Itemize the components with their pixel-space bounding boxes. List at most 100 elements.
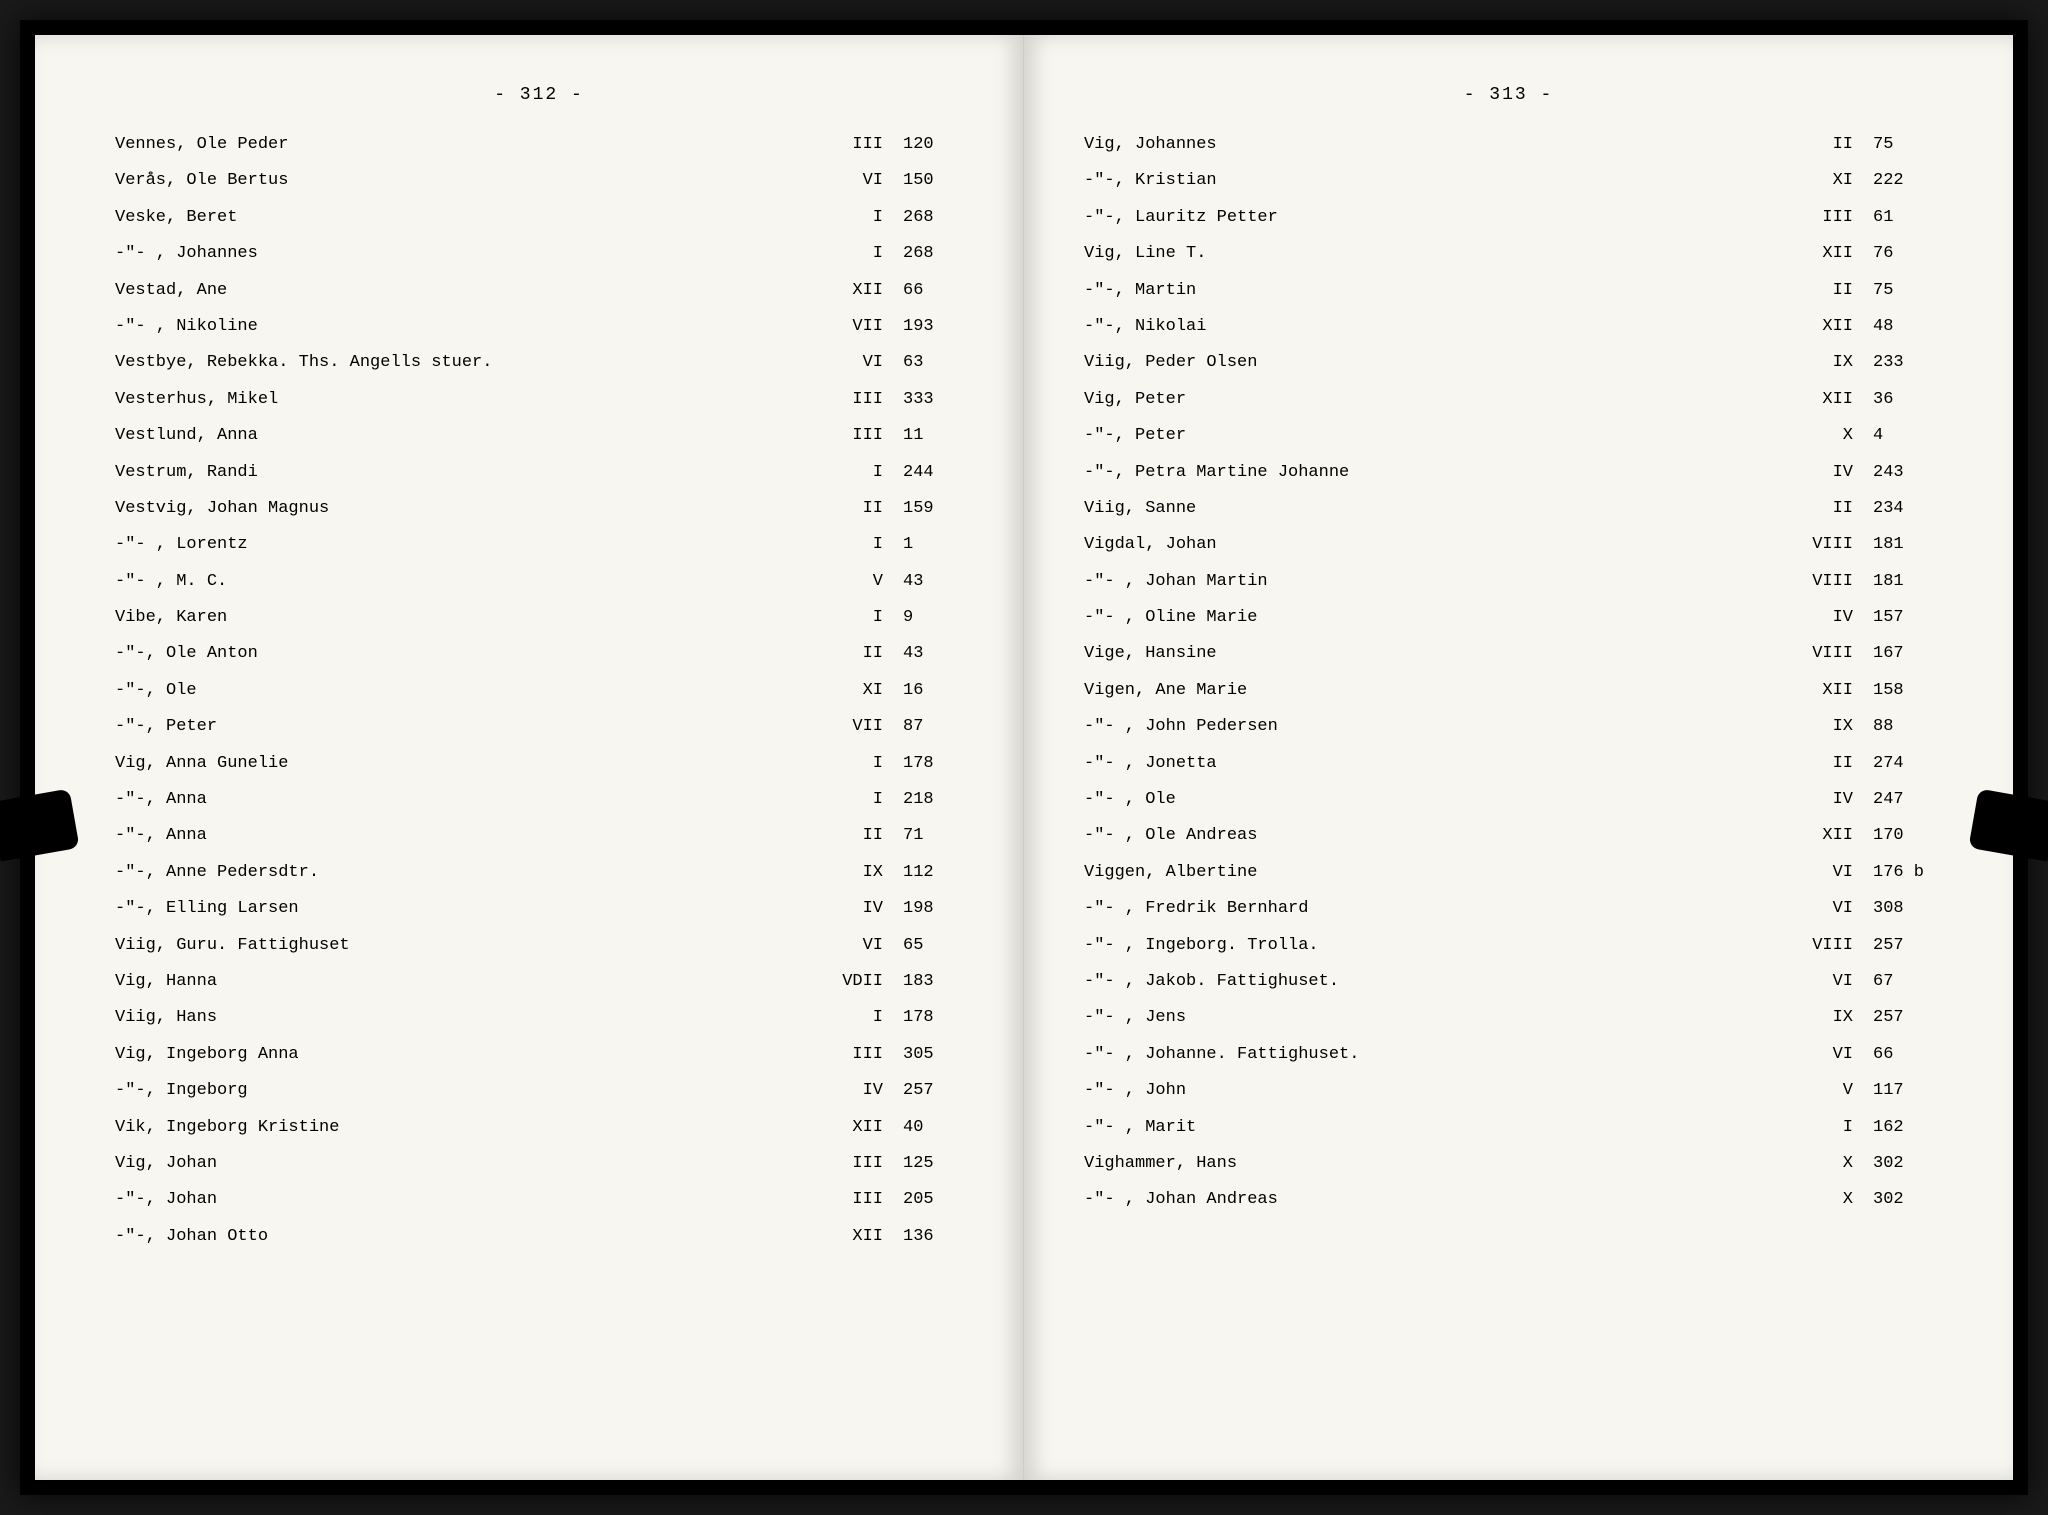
index-entry: -"-, KristianXI222: [1084, 171, 1933, 191]
entry-number: 302: [1873, 1154, 1933, 1174]
entry-volume: I: [823, 208, 903, 228]
entry-name: Vestlund, Anna: [115, 426, 823, 446]
entry-volume: II: [823, 644, 903, 664]
entry-volume: IV: [823, 899, 903, 919]
index-entry: -"-, NikolaiXII48: [1084, 317, 1933, 337]
entry-volume: II: [1793, 135, 1873, 155]
entry-number: 170: [1873, 826, 1933, 846]
entry-number: 234: [1873, 499, 1933, 519]
entry-number: 274: [1873, 754, 1933, 774]
entry-name: Viig, Hans: [115, 1008, 823, 1028]
entry-name: Vige, Hansine: [1084, 644, 1793, 664]
entry-volume: XII: [823, 1227, 903, 1247]
entry-name: -"- , Johannes: [115, 244, 823, 264]
entry-number: 158: [1873, 681, 1933, 701]
index-entry: Vestvig, Johan MagnusII159: [115, 499, 963, 519]
entry-volume: III: [823, 1190, 903, 1210]
index-entry: Vig, Anna GunelieI178: [115, 754, 963, 774]
index-entry: -"- , LorentzI1: [115, 535, 963, 555]
index-entry: -"- , John PedersenIX88: [1084, 717, 1933, 737]
entry-number: 218: [903, 790, 963, 810]
index-entry: -"-, AnnaII71: [115, 826, 963, 846]
entry-volume: VI: [1793, 863, 1873, 883]
entry-number: 176 b: [1873, 863, 1933, 883]
entry-volume: VIII: [1793, 535, 1873, 555]
index-entry: -"- , Jakob. Fattighuset.VI67: [1084, 972, 1933, 992]
index-entry: -"-, Johan OttoXII136: [115, 1227, 963, 1247]
index-entry: Viig, Guru. FattighusetVI65: [115, 936, 963, 956]
entry-name: -"- , Oline Marie: [1084, 608, 1793, 628]
index-entry: Vesterhus, MikelIII333: [115, 390, 963, 410]
entry-name: Viig, Peder Olsen: [1084, 353, 1793, 373]
index-entry: -"- , M. C.V43: [115, 572, 963, 592]
index-entry: Vige, HansineVIII167: [1084, 644, 1933, 664]
entry-name: -"- , Lorentz: [115, 535, 823, 555]
index-entry: -"- , OleIV247: [1084, 790, 1933, 810]
entry-name: Viggen, Albertine: [1084, 863, 1793, 883]
entry-name: Vig, Line T.: [1084, 244, 1793, 264]
entry-name: Vennes, Ole Peder: [115, 135, 823, 155]
entry-volume: III: [823, 1045, 903, 1065]
entry-volume: XII: [823, 281, 903, 301]
entry-volume: IV: [1793, 608, 1873, 628]
entry-volume: VIII: [1793, 644, 1873, 664]
index-entry: -"- , Johanne. Fattighuset.VI66: [1084, 1045, 1933, 1065]
entry-name: -"-, Ingeborg: [115, 1081, 823, 1101]
index-entry: Vig, JohanIII125: [115, 1154, 963, 1174]
entry-volume: VI: [1793, 899, 1873, 919]
entry-volume: V: [1793, 1081, 1873, 1101]
index-entry: -"-, JohanIII205: [115, 1190, 963, 1210]
index-entry: Vighammer, HansX302: [1084, 1154, 1933, 1174]
entry-name: -"- , Johanne. Fattighuset.: [1084, 1045, 1793, 1065]
entry-name: Vestvig, Johan Magnus: [115, 499, 823, 519]
entry-number: 305: [903, 1045, 963, 1065]
entry-number: 183: [903, 972, 963, 992]
entry-number: 112: [903, 863, 963, 883]
index-entry: -"-, Ole AntonII43: [115, 644, 963, 664]
entry-number: 247: [1873, 790, 1933, 810]
entry-volume: II: [1793, 281, 1873, 301]
index-entry: -"- , NikolineVII193: [115, 317, 963, 337]
entry-volume: IV: [823, 1081, 903, 1101]
entry-number: 157: [1873, 608, 1933, 628]
entry-volume: III: [823, 390, 903, 410]
entry-volume: II: [823, 826, 903, 846]
index-entry: Vig, HannaVDII183: [115, 972, 963, 992]
entry-name: -"-, Peter: [1084, 426, 1793, 446]
entry-number: 257: [903, 1081, 963, 1101]
entry-name: Vesterhus, Mikel: [115, 390, 823, 410]
book-spread: - 312 - Vennes, Ole PederIII120Verås, Ol…: [20, 20, 2028, 1495]
entry-volume: III: [823, 426, 903, 446]
entry-number: 268: [903, 208, 963, 228]
entry-name: -"-, Johan: [115, 1190, 823, 1210]
entry-number: 167: [1873, 644, 1933, 664]
entry-number: 178: [903, 1008, 963, 1028]
entry-volume: I: [823, 790, 903, 810]
entry-number: 16: [903, 681, 963, 701]
entry-volume: I: [823, 754, 903, 774]
entry-number: 48: [1873, 317, 1933, 337]
index-entry: Vestad, AneXII66: [115, 281, 963, 301]
entry-name: -"- , John: [1084, 1081, 1793, 1101]
entry-name: -"-, Johan Otto: [115, 1227, 823, 1247]
index-entry: -"-, Petra Martine JohanneIV243: [1084, 463, 1933, 483]
entry-number: 162: [1873, 1118, 1933, 1138]
entry-name: -"- , Ingeborg. Trolla.: [1084, 936, 1793, 956]
entry-volume: II: [1793, 754, 1873, 774]
entry-name: Vigen, Ane Marie: [1084, 681, 1793, 701]
entry-name: -"-, Kristian: [1084, 171, 1793, 191]
index-entry: -"- , Oline MarieIV157: [1084, 608, 1933, 628]
entries-left: Vennes, Ole PederIII120Verås, Ole Bertus…: [115, 135, 963, 1247]
entry-number: 181: [1873, 535, 1933, 555]
entry-number: 257: [1873, 936, 1933, 956]
entry-name: Vibe, Karen: [115, 608, 823, 628]
index-entry: -"- , JohnV117: [1084, 1081, 1933, 1101]
entry-number: 193: [903, 317, 963, 337]
index-entry: -"- , Johan AndreasX302: [1084, 1190, 1933, 1210]
index-entry: -"- , JohannesI268: [115, 244, 963, 264]
index-entry: Vigen, Ane MarieXII158: [1084, 681, 1933, 701]
entry-name: -"-, Anna: [115, 790, 823, 810]
index-entry: Vestrum, RandiI244: [115, 463, 963, 483]
entry-volume: IX: [823, 863, 903, 883]
entry-number: 178: [903, 754, 963, 774]
